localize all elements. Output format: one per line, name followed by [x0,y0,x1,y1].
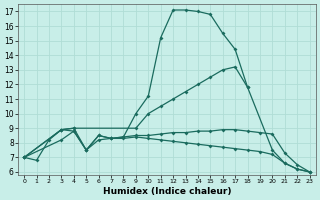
X-axis label: Humidex (Indice chaleur): Humidex (Indice chaleur) [103,187,231,196]
